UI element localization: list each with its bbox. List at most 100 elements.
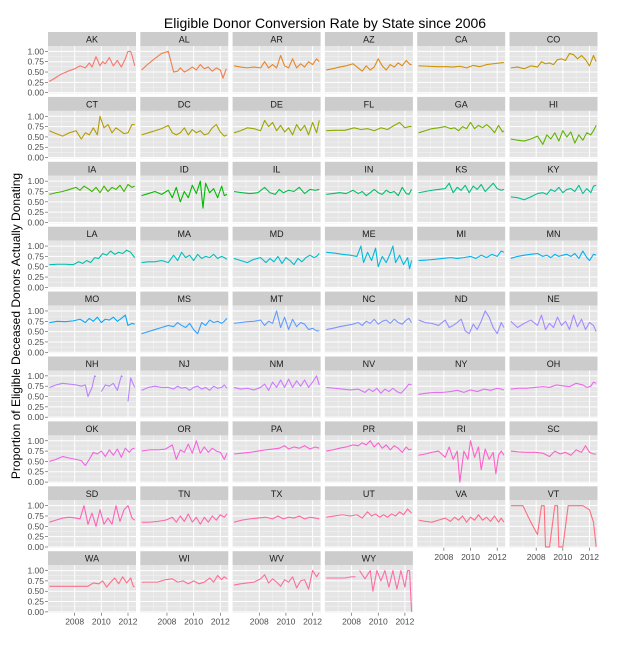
panel-background [140, 500, 229, 548]
y-tick-label: 0.50 [27, 262, 44, 272]
panel-background [417, 240, 506, 289]
panel-background [417, 370, 506, 418]
panel-background [324, 46, 413, 94]
panel-background [232, 305, 321, 354]
strip-label: WY [362, 554, 377, 564]
panel-az: AZ [324, 32, 413, 94]
y-tick-label: 0.25 [27, 597, 44, 607]
series-line-la [49, 249, 136, 266]
series-line-al [141, 50, 227, 79]
x-tick-label: 2012 [303, 617, 322, 627]
y-tick-label: 0.25 [27, 207, 44, 217]
strip-in [324, 161, 413, 176]
panel-wy: WY 2008 2010 2012 [324, 551, 415, 627]
strip-ne [509, 291, 598, 306]
series-line-in [326, 186, 413, 197]
strip-sd [48, 486, 136, 501]
panel-background [417, 175, 506, 224]
strip-label: LA [86, 229, 97, 239]
y-tick-label: 0.50 [27, 67, 44, 77]
panel-background [324, 500, 413, 548]
series-line-pa [233, 445, 320, 455]
panel-mt: MT [232, 291, 321, 354]
y-tick-label: 1.00 [27, 46, 44, 56]
y-tick-label: 0.75 [27, 122, 44, 132]
x-tick-label: 2008 [527, 552, 546, 562]
series-line-ut [326, 508, 412, 519]
series-line-nh [49, 375, 136, 402]
strip-fl [324, 96, 413, 111]
y-tick-label: 0.00 [27, 217, 44, 227]
y-tick-label: 0.00 [27, 153, 44, 163]
y-tick-label: 0.50 [27, 521, 44, 531]
y-tick-label: 0.00 [27, 477, 44, 487]
series-line-sd [49, 505, 136, 527]
strip-az [324, 32, 413, 46]
strip-or [140, 421, 229, 436]
panel-background [140, 110, 229, 159]
series-line-ks [418, 182, 505, 194]
strip-nh [48, 356, 136, 371]
strip-label: NJ [179, 359, 190, 369]
y-tick-label: 0.75 [27, 576, 44, 586]
strip-wy [324, 551, 413, 566]
strip-label: UT [363, 489, 375, 499]
x-tick-label: 2010 [92, 617, 111, 627]
strip-il [232, 161, 321, 176]
panel-background [48, 305, 136, 354]
strip-label: SC [547, 424, 560, 434]
panel-ne: NE [509, 291, 598, 354]
strip-label: OH [547, 359, 561, 369]
panel-background [48, 110, 136, 159]
strip-label: ME [362, 229, 376, 239]
panel-background [324, 370, 413, 418]
panel-wa: WA 0.000.250.500.751.00 2008 2010 2012 [27, 551, 138, 627]
strip-ri [417, 421, 506, 436]
panel-background [140, 435, 229, 483]
x-tick-label: 2012 [211, 617, 230, 627]
strip-label: AR [270, 35, 283, 45]
strip-label: MS [178, 294, 192, 304]
series-line-fl [326, 121, 412, 132]
series-line-mn [510, 250, 597, 262]
y-tick-label: 0.50 [27, 586, 44, 596]
strip-ut [324, 486, 413, 501]
y-tick-label: 0.25 [27, 272, 44, 282]
series-line-ne [510, 314, 597, 332]
strip-label: TX [271, 489, 283, 499]
y-tick-label: 0.00 [27, 88, 44, 98]
panel-in: IN [324, 161, 413, 224]
strip-tn [140, 486, 229, 501]
panel-nd: ND [417, 291, 506, 354]
strip-label: HI [549, 99, 558, 109]
strip-ky [509, 161, 598, 176]
panel-ga: GA [417, 96, 506, 159]
series-line-nd [418, 310, 505, 335]
strip-label: CT [86, 99, 98, 109]
strip-ar [232, 32, 321, 46]
strip-label: AZ [363, 35, 375, 45]
y-tick-label: 0.25 [27, 142, 44, 152]
panel-de: DE [232, 96, 321, 159]
strip-label: FL [364, 99, 375, 109]
panel-background [324, 240, 413, 289]
series-line-tn [141, 513, 228, 525]
panel-ks: KS [417, 161, 506, 224]
strip-de [232, 96, 321, 111]
panel-background [140, 565, 229, 613]
y-tick-label: 0.25 [27, 77, 44, 87]
panel-mo: MO 0.000.250.500.751.00 [27, 291, 136, 357]
strip-label: NH [86, 359, 99, 369]
series-line-wv [233, 570, 320, 590]
series-line-il [233, 186, 320, 195]
series-line-mo [49, 314, 135, 326]
series-line-ms [141, 318, 228, 335]
strip-label: MT [270, 294, 283, 304]
panel-background [232, 370, 321, 418]
panel-background [140, 240, 229, 289]
y-tick-label: 0.25 [27, 337, 44, 347]
panel-ia: IA 0.000.250.500.751.00 [27, 161, 136, 227]
series-line-ga [418, 121, 505, 134]
panel-background [140, 370, 229, 418]
strip-label: NE [547, 294, 560, 304]
